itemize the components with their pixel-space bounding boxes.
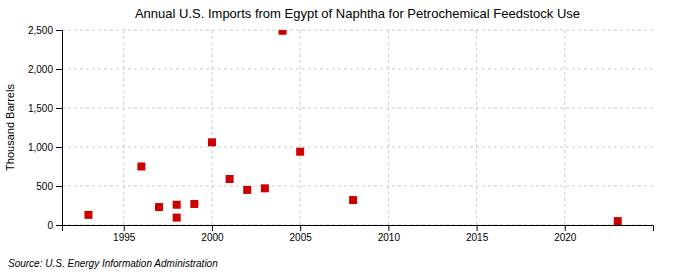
tick-mark <box>56 30 62 31</box>
tick-label: 2,500 <box>28 25 53 36</box>
axis-line <box>63 226 654 232</box>
tick-mark <box>56 147 62 148</box>
tick: 500 <box>36 181 62 192</box>
y-axis: 0 500 1,000 1,500 2,000 2,500 <box>28 25 63 231</box>
points <box>84 30 621 225</box>
grid-line <box>388 30 389 225</box>
tick: 2005 <box>290 225 313 243</box>
tick-label: 1995 <box>113 232 136 243</box>
tick-mark <box>56 69 62 70</box>
point <box>190 200 198 208</box>
grid-line <box>123 30 124 225</box>
tick: 0 <box>47 220 62 231</box>
y-axis-label: Thousand Barrels <box>4 84 16 171</box>
tick-label: 2000 <box>201 232 224 243</box>
point <box>137 163 145 171</box>
point <box>208 138 216 146</box>
tick: 2020 <box>554 225 577 243</box>
tick-label: 2020 <box>554 232 577 243</box>
tick-label: 500 <box>36 181 53 192</box>
tick: 2,500 <box>28 25 62 36</box>
grid-line <box>211 30 212 225</box>
point <box>155 203 163 211</box>
chart: 1995 2000 2005 2010 2015 2020 0 500 1,000 1,500 2,… <box>0 0 675 275</box>
point <box>226 175 234 183</box>
point <box>296 148 304 156</box>
tick-mark <box>565 225 566 231</box>
tick-label: 1,000 <box>28 142 53 153</box>
point <box>243 186 251 194</box>
grid <box>62 30 653 225</box>
tick-label: 2005 <box>290 232 313 243</box>
tick-mark <box>477 225 478 231</box>
point <box>173 201 181 209</box>
x-axis: 1995 2000 2005 2010 2015 2020 <box>63 225 654 243</box>
tick-mark <box>388 225 389 231</box>
point <box>614 217 622 225</box>
tick-label: 2015 <box>466 232 489 243</box>
tick-label: 2010 <box>378 232 401 243</box>
point <box>279 30 287 35</box>
grid-line <box>476 30 477 225</box>
tick-label: 0 <box>47 220 53 231</box>
tick: 2,000 <box>28 64 62 75</box>
tick-mark <box>56 225 62 226</box>
tick-mark <box>56 186 62 187</box>
tick-mark <box>124 225 125 231</box>
tick-mark <box>56 108 62 109</box>
tick: 1995 <box>113 225 136 243</box>
axis-line <box>56 31 63 226</box>
tick-label: 1,500 <box>28 103 53 114</box>
title: Annual U.S. Imports from Egypt of Naphth… <box>135 6 580 21</box>
tick-mark <box>300 225 301 231</box>
point <box>261 184 269 192</box>
tick-mark <box>212 225 213 231</box>
grid-line <box>564 30 565 225</box>
tick: 1,500 <box>28 103 62 114</box>
source: Source: U.S. Energy Information Administ… <box>8 258 218 269</box>
tick: 1,000 <box>28 142 62 153</box>
grid-line <box>300 30 301 225</box>
point <box>84 211 92 219</box>
tick-label: 2,000 <box>28 64 53 75</box>
plot: 1995 2000 2005 2010 2015 2020 0 500 1,000 1,500 2,… <box>28 25 654 243</box>
tick: 2000 <box>201 225 224 243</box>
tick: 2010 <box>378 225 401 243</box>
point <box>349 196 357 204</box>
tick: 2015 <box>466 225 489 243</box>
point <box>173 214 181 222</box>
